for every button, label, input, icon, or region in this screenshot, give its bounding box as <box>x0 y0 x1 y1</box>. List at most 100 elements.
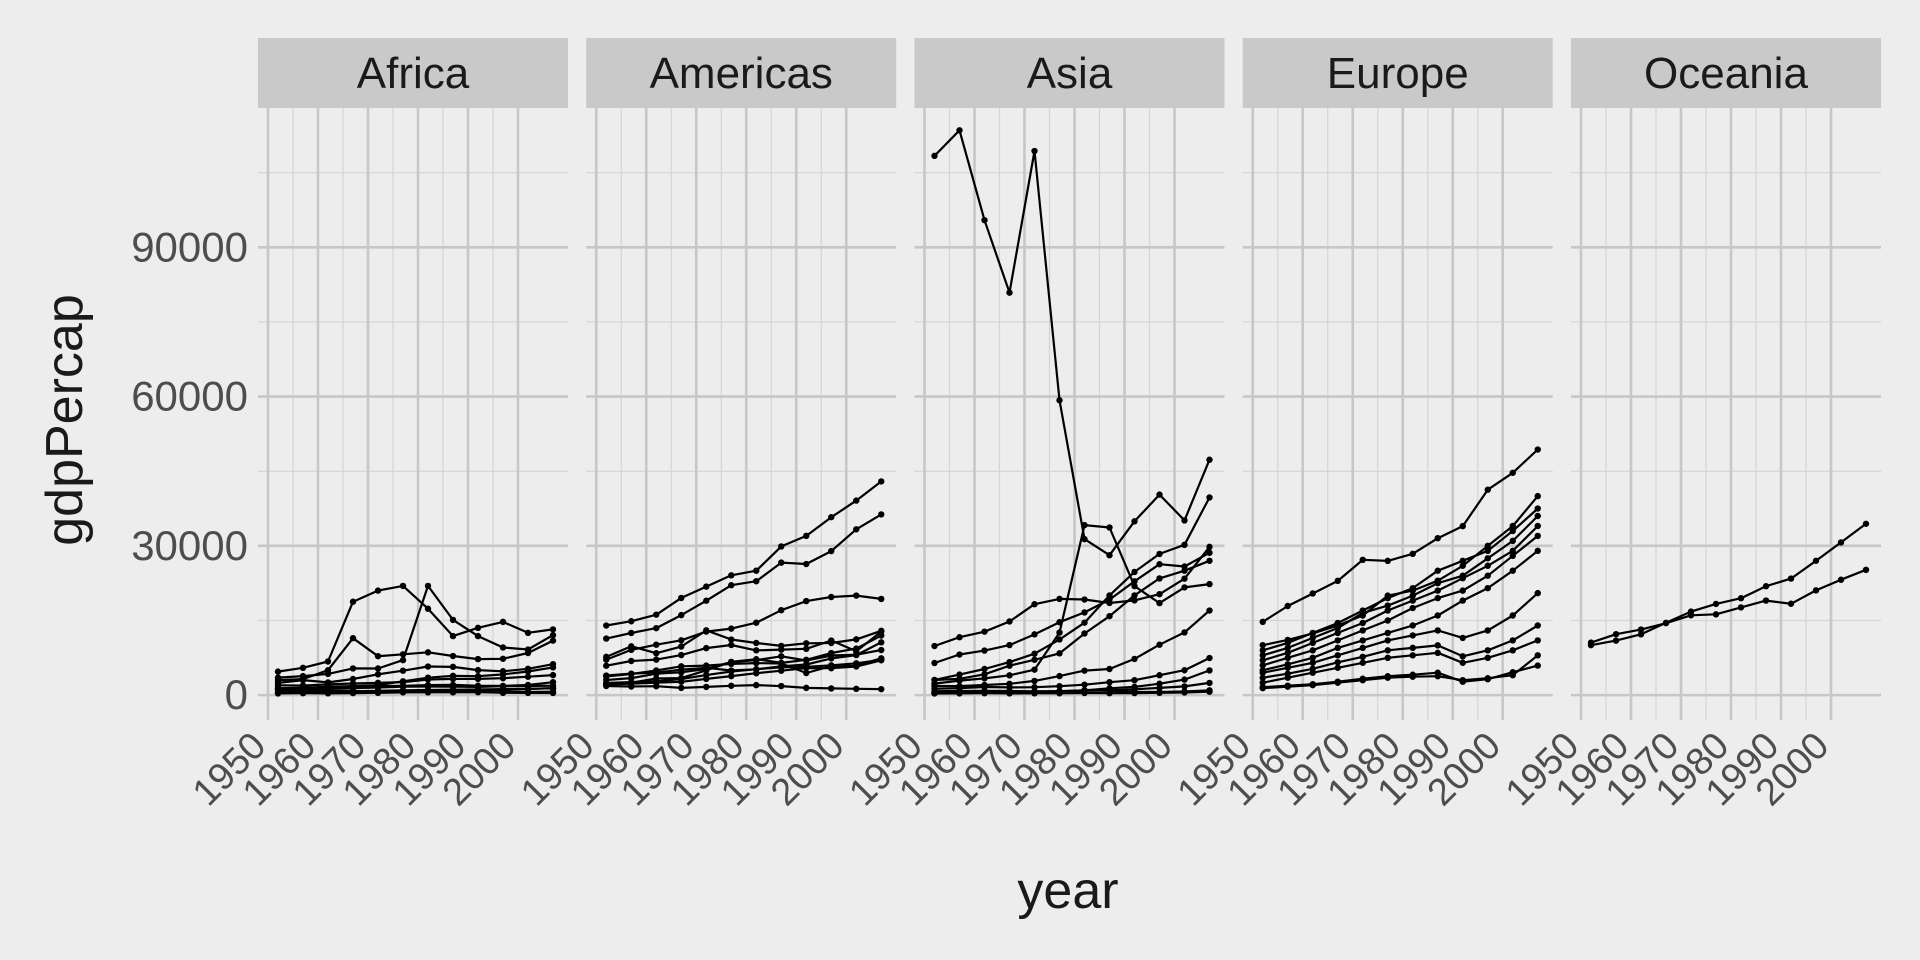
data-point <box>424 582 432 590</box>
data-point <box>728 636 735 643</box>
data-point <box>399 651 407 658</box>
series-line <box>277 674 554 687</box>
data-point <box>678 669 685 676</box>
data-point <box>853 651 860 658</box>
data-point <box>1384 654 1391 662</box>
data-point <box>703 627 710 634</box>
data-point <box>349 665 357 672</box>
series-line <box>934 657 1210 690</box>
data-point <box>499 689 507 697</box>
data-point <box>1484 572 1491 579</box>
data-point <box>1156 688 1163 696</box>
data-point <box>1156 491 1163 498</box>
data-point <box>1006 618 1013 625</box>
data-point <box>878 627 885 635</box>
series-line <box>1262 639 1539 684</box>
data-point <box>1056 629 1063 636</box>
data-point <box>981 628 988 635</box>
data-point <box>1484 542 1491 550</box>
data-point <box>1509 637 1516 644</box>
data-point <box>1031 677 1038 685</box>
data-point <box>1056 636 1063 643</box>
data-point <box>474 632 482 640</box>
data-point <box>1206 543 1213 551</box>
data-point <box>931 152 938 160</box>
data-point <box>728 668 735 675</box>
data-point <box>1081 687 1088 694</box>
data-point <box>803 684 810 692</box>
data-point <box>1309 634 1316 642</box>
data-point <box>628 643 635 650</box>
data-point <box>1334 659 1341 666</box>
data-point <box>1156 550 1163 558</box>
data-point <box>853 497 860 504</box>
data-point <box>1056 672 1063 680</box>
series-line <box>1262 549 1539 672</box>
data-point <box>828 593 835 601</box>
data-point <box>678 594 685 602</box>
data-point <box>424 605 432 612</box>
data-point <box>1081 521 1088 529</box>
data-point <box>878 639 885 646</box>
data-point <box>549 637 557 644</box>
data-point <box>1484 555 1491 562</box>
data-point <box>1534 547 1541 555</box>
data-point <box>1309 647 1316 654</box>
data-point <box>728 682 735 689</box>
data-point <box>603 662 610 669</box>
y-tick-label: 0 <box>225 671 248 718</box>
data-point <box>499 644 507 651</box>
data-point <box>474 675 482 683</box>
data-point <box>1106 678 1113 686</box>
y-tick-label: 90000 <box>131 223 248 270</box>
data-point <box>274 668 282 675</box>
data-point <box>1409 632 1416 639</box>
facet-strip-label: Asia <box>1027 49 1113 98</box>
data-point <box>1534 637 1541 644</box>
data-point <box>1384 674 1391 681</box>
data-point <box>1206 580 1213 588</box>
data-point <box>1106 612 1113 620</box>
data-point <box>956 127 963 134</box>
data-point <box>1181 667 1188 674</box>
data-point <box>1359 609 1366 617</box>
data-point <box>1006 672 1013 679</box>
data-point <box>1181 629 1188 636</box>
data-point <box>603 635 610 642</box>
data-point <box>1459 653 1466 660</box>
series-line <box>1262 592 1539 674</box>
data-point <box>981 665 988 673</box>
series-line <box>934 689 1210 694</box>
data-point <box>449 688 457 696</box>
data-point <box>753 567 760 574</box>
data-point <box>653 650 660 657</box>
data-point <box>1334 664 1341 671</box>
data-point <box>1284 639 1291 647</box>
data-point <box>1206 607 1213 614</box>
data-point <box>1181 676 1188 683</box>
data-point <box>603 673 610 680</box>
series-line <box>606 513 882 640</box>
data-point <box>1181 517 1188 524</box>
series-line <box>277 637 554 682</box>
data-point <box>653 611 660 618</box>
data-point <box>853 592 860 599</box>
data-point <box>753 577 760 585</box>
data-point <box>1309 629 1316 637</box>
data-point <box>1334 619 1341 627</box>
data-point <box>1031 688 1038 695</box>
series-line <box>606 634 882 682</box>
data-point <box>803 656 810 663</box>
data-point <box>1284 664 1291 671</box>
series-line <box>1590 522 1867 647</box>
data-point <box>828 649 835 657</box>
data-point <box>1434 587 1441 594</box>
data-point <box>878 656 885 663</box>
data-point <box>678 675 685 683</box>
facet-strip <box>586 38 897 108</box>
facet-panels: Africa195019601970198019902000Americas19… <box>185 38 1881 814</box>
series-line <box>934 523 1210 685</box>
data-point <box>956 634 963 641</box>
series-line <box>606 659 882 686</box>
data-point <box>1056 650 1063 657</box>
